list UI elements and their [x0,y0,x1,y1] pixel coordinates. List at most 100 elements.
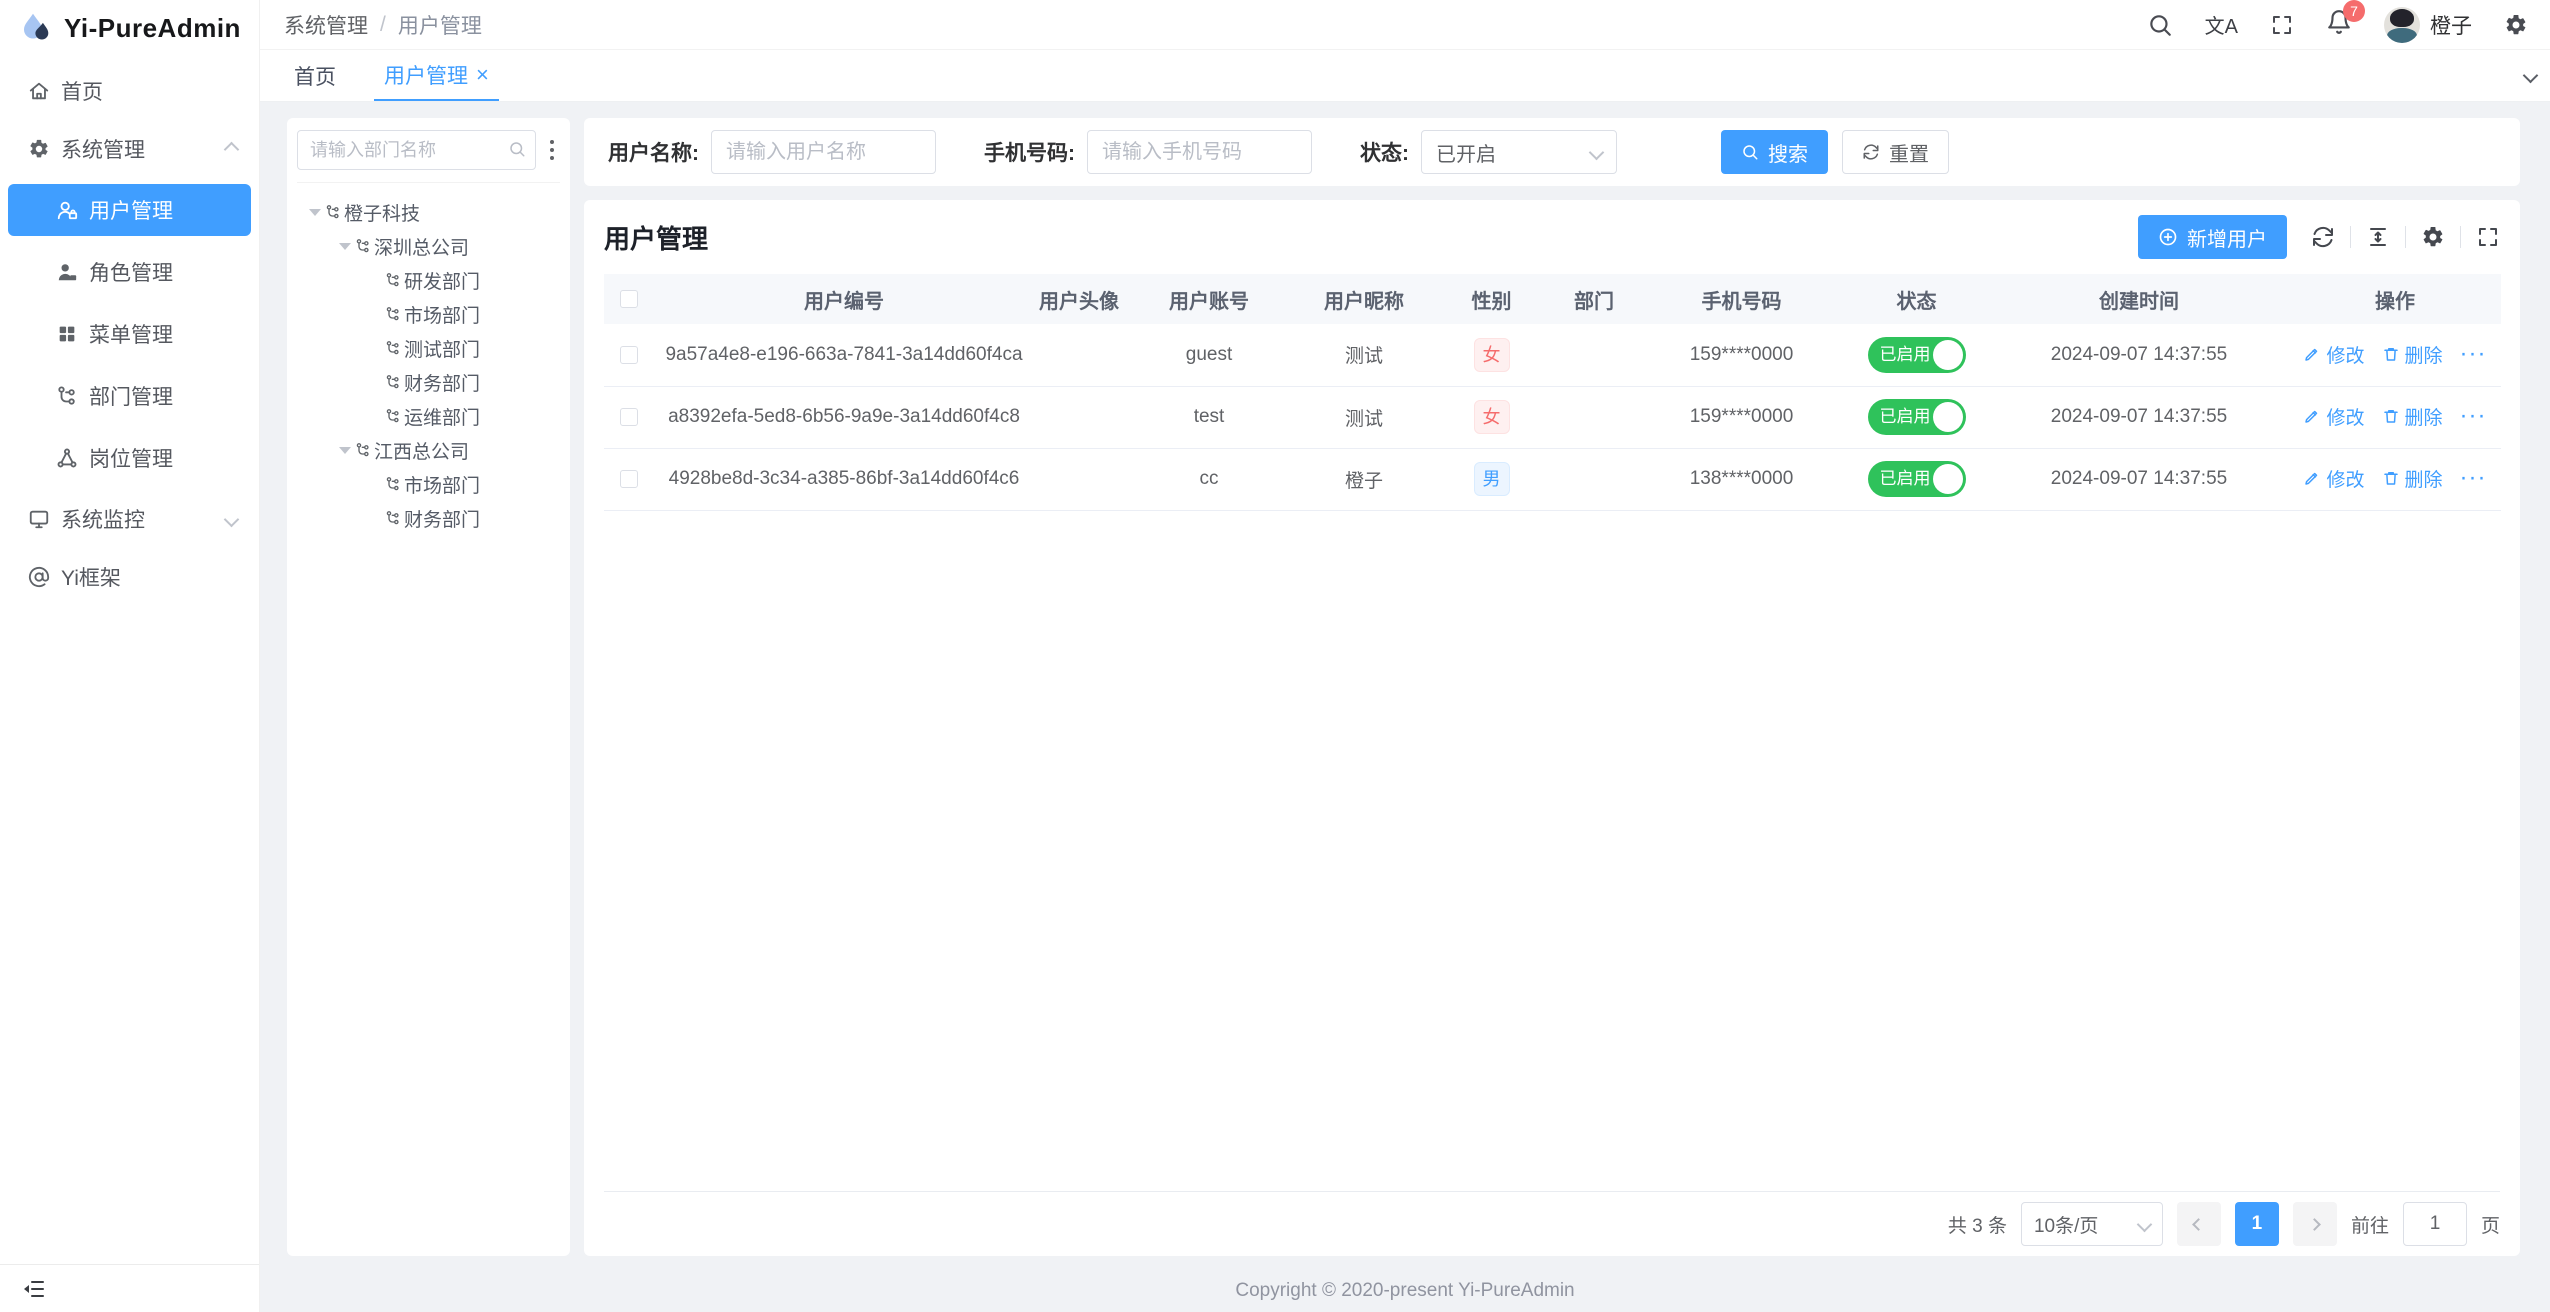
notifications[interactable]: 7 [2326,0,2365,40]
sidebar-item-dept-mgmt[interactable]: 部门管理 [8,370,251,422]
home-icon [28,80,50,102]
tree-node[interactable]: 市场部门 [297,467,560,501]
cell-phone: 159****0000 [1639,324,1844,387]
tree-node[interactable]: 财务部门 [297,365,560,399]
more-actions-button[interactable]: ··· [2459,340,2487,367]
sidebar-item-label: 系统监控 [61,509,145,532]
tab-bar: 首页 用户管理 × [260,50,2550,102]
collapse-sidebar-icon[interactable] [22,1277,46,1301]
sidebar-item-monitor[interactable]: 系统监控 [0,490,259,548]
sidebar-item-post-mgmt[interactable]: 岗位管理 [8,432,251,484]
page-number-1[interactable]: 1 [2234,1202,2279,1246]
refresh-icon[interactable] [2311,225,2335,249]
role-icon [56,261,78,283]
status-toggle[interactable]: 已启用 [1867,336,1966,373]
tab-home[interactable]: 首页 [284,50,346,101]
tree-node-label: 测试部门 [404,339,481,361]
sidebar-collapse-bar [0,1264,259,1312]
breadcrumb-section[interactable]: 系统管理 [284,14,368,38]
sidebar-item-yi-frame[interactable]: Yi框架 [0,548,259,606]
fullscreen-icon[interactable] [2270,13,2294,37]
col-avatar: 用户头像 [1034,274,1124,324]
tree-node[interactable]: 测试部门 [297,331,560,365]
add-user-button[interactable]: 新增用户 [2138,215,2287,259]
delete-button[interactable]: 删除 [2382,465,2443,492]
tree-node[interactable]: 市场部门 [297,297,560,331]
search-icon[interactable] [2147,12,2173,38]
search-icon [1741,143,1759,161]
monitor-icon [28,508,50,530]
row-checkbox[interactable] [620,345,638,364]
tree-node-label: 财务部门 [404,509,481,531]
sidebar-item-user-mgmt[interactable]: 用户管理 [8,184,251,236]
edit-button[interactable]: 修改 [2303,465,2365,492]
caret-down-icon[interactable] [335,446,355,454]
table-row: 4928be8d-3c34-a385-86bf-3a14dd60f4c6 cc … [604,448,2501,511]
tree-node[interactable]: 深圳总公司 [297,229,560,263]
tab-label: 首页 [294,65,336,89]
table-zone: 用户编号 用户头像 用户账号 用户昵称 性别 部门 手机号码 状态 创建时间 [604,274,2501,1192]
department-search-input[interactable] [297,130,536,170]
cell-created: 2024-09-07 14:37:55 [1989,386,2289,449]
plus-circle-icon [2158,227,2178,247]
branch-icon [325,204,341,220]
logo[interactable]: Yi-PureAdmin [0,0,259,56]
cell-nickname: 橙子 [1294,448,1434,511]
tree-node[interactable]: 江西总公司 [297,433,560,467]
delete-button[interactable]: 删除 [2382,341,2443,368]
row-density-icon[interactable] [2366,225,2390,249]
tree-node[interactable]: 财务部门 [297,501,560,535]
goto-page-input[interactable] [2402,1202,2467,1246]
edit-button[interactable]: 修改 [2303,403,2365,430]
caret-down-icon[interactable] [335,242,355,250]
column-settings-gear-icon[interactable] [2421,225,2445,249]
close-tab-icon[interactable]: × [476,61,489,87]
status-toggle[interactable]: 已启用 [1867,461,1966,497]
prev-page-button[interactable] [2176,1202,2221,1246]
tree-node-label: 研发部门 [404,271,481,293]
caret-down-icon[interactable] [305,208,325,216]
status-toggle[interactable]: 已启用 [1867,399,1966,435]
branch-icon [56,385,78,407]
more-actions-button[interactable]: ··· [2459,464,2487,492]
table-row: a8392efa-5ed8-6b56-9a9e-3a14dd60f4c8 tes… [604,386,2501,449]
tab-actions-chevron[interactable] [2522,50,2539,101]
tab-label: 用户管理 [384,64,468,88]
gender-tag: 女 [1473,400,1510,434]
edit-button[interactable]: 修改 [2303,341,2365,368]
tree-node[interactable]: 橙子科技 [297,195,560,229]
tab-user-mgmt[interactable]: 用户管理 × [374,50,499,101]
tree-node[interactable]: 运维部门 [297,399,560,433]
sidebar-item-role-mgmt[interactable]: 角色管理 [8,246,251,298]
phone-input[interactable] [1087,130,1312,174]
row-checkbox[interactable] [620,407,638,426]
search-button[interactable]: 搜索 [1721,130,1828,174]
reset-button[interactable]: 重置 [1842,130,1949,174]
sidebar-item-menu-mgmt[interactable]: 菜单管理 [8,308,251,360]
more-vertical-icon[interactable] [544,136,560,164]
username: 橙子 [2430,14,2472,38]
sidebar-item-home[interactable]: 首页 [0,62,259,120]
settings-gear-icon[interactable] [2504,13,2528,37]
row-checkbox[interactable] [620,469,638,488]
user-menu[interactable]: 橙子 [2384,6,2472,43]
cell-dept [1549,448,1639,511]
next-page-button[interactable] [2292,1202,2337,1246]
username-input[interactable] [711,130,936,174]
translate-icon[interactable]: 文A [2204,16,2238,38]
breadcrumb: 系统管理 / 用户管理 [284,10,482,40]
cell-account: guest [1124,324,1294,387]
table-card-header: 用户管理 新增用户 [604,200,2500,274]
select-all-checkbox[interactable] [620,290,638,309]
tree-node[interactable]: 研发部门 [297,263,560,297]
sidebar-item-system[interactable]: 系统管理 [0,120,259,178]
fullscreen-icon[interactable] [2476,225,2500,249]
delete-button[interactable]: 删除 [2382,403,2443,430]
more-actions-button[interactable]: ··· [2459,402,2487,430]
search-button-label: 搜索 [1768,143,1808,166]
total-count: 共 3 条 [1947,1215,2007,1237]
page-size-select[interactable]: 10条/页 [2020,1202,2163,1246]
navbar-actions: 文A 7 橙子 [2147,0,2528,43]
chevron-down-icon [223,507,240,531]
status-select[interactable]: 已开启 [1421,130,1617,174]
